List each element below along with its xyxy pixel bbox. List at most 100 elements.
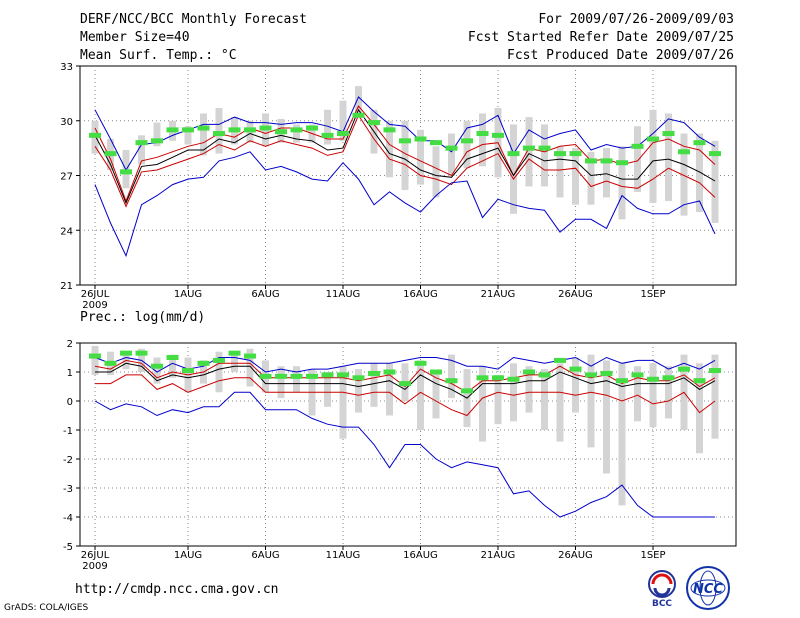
prec-spread-bar xyxy=(525,366,533,413)
prec-spread-bar xyxy=(649,363,657,428)
temp-ensemble-marker xyxy=(197,125,210,131)
prec-spread-bar xyxy=(417,360,424,430)
temp-ensemble-marker xyxy=(120,169,132,175)
prec-spread-bar xyxy=(603,360,610,474)
temp-spread-bar xyxy=(525,117,533,187)
temp-series-min xyxy=(94,151,716,258)
prec-x-tick-label: 6AUG xyxy=(251,550,279,561)
prec-ensemble-marker xyxy=(585,372,597,378)
prec-series-lower xyxy=(95,374,716,417)
temp-ensemble-marker xyxy=(616,160,628,166)
temp-ensemble-marker xyxy=(383,127,396,133)
temp-spread-bar xyxy=(401,120,409,191)
prec-ensemble-marker xyxy=(321,372,334,378)
prec-ensemble-marker xyxy=(399,381,411,387)
prec-spread-bar xyxy=(494,374,502,425)
prec-ensemble-marker xyxy=(709,368,721,374)
temp-spread-bar xyxy=(324,109,331,145)
temp-x-tick-label: 16AUG xyxy=(403,289,438,300)
temp-ensemble-marker xyxy=(461,138,473,144)
prec-spread-bar xyxy=(634,366,641,422)
prec-ensemble-marker xyxy=(476,375,489,381)
prec-spread-bar xyxy=(618,363,626,506)
prec-y-tick-label: -3 xyxy=(63,484,73,495)
forecast-period: For 2009/07/26-2009/09/03 xyxy=(538,12,734,27)
prec-spread-bar xyxy=(370,363,378,407)
temp-ensemble-marker xyxy=(554,151,566,157)
prec-spread-bar xyxy=(448,354,455,399)
temp-ensemble-marker xyxy=(259,125,272,131)
prec-spread-bar xyxy=(556,363,564,442)
temp-spread-bar xyxy=(680,133,688,216)
temp-spread-bar xyxy=(665,113,672,202)
temp-ensemble-marker xyxy=(89,132,101,138)
temp-spread-bar xyxy=(153,122,161,147)
temp-ensemble-marker xyxy=(290,127,303,133)
prec-spread-bar xyxy=(293,366,300,393)
footer-url[interactable]: http://cmdp.ncc.cma.gov.cn xyxy=(75,582,279,597)
prec-spread-bar xyxy=(246,348,254,387)
temp-ensemble-marker xyxy=(275,129,287,135)
temp-spread-bar xyxy=(510,124,517,214)
prec-series-upper xyxy=(94,359,716,393)
prec-ensemble-marker xyxy=(383,369,396,375)
temp-spread-bar xyxy=(696,133,703,212)
temp-spread-bar xyxy=(386,120,393,178)
temp-ensemble-marker xyxy=(445,145,458,151)
prec-ensemble-marker xyxy=(368,370,380,376)
prec-spread-bar xyxy=(386,363,393,416)
temp-ensemble-marker xyxy=(631,143,644,149)
temp-spread-bar xyxy=(339,100,347,141)
prec-ensemble-marker xyxy=(492,375,504,381)
temp-x-tick-label: 21AUG xyxy=(481,289,516,300)
temp-spread-bar xyxy=(432,146,440,198)
prec-spread-bar xyxy=(665,366,672,419)
prec-y-tick-label: 1 xyxy=(67,368,73,379)
temp-spread-bar xyxy=(463,120,471,169)
temp-ensemble-marker xyxy=(104,151,117,157)
temp-ensemble-marker xyxy=(244,127,256,133)
temp-spread-bar xyxy=(556,146,564,198)
temp-ensemble-marker xyxy=(647,136,659,142)
temp-y-tick-label: 27 xyxy=(60,172,73,183)
prec-ensemble-marker xyxy=(352,375,365,381)
temp-ensemble-marker xyxy=(492,132,504,138)
prec-x-tick-label: 16AUG xyxy=(403,550,438,561)
chart-title: DERF/NCC/BCC Monthly Forecast xyxy=(80,12,307,27)
prec-ensemble-marker xyxy=(306,373,318,379)
prec-spread-bar xyxy=(231,351,238,372)
prec-ensemble-marker xyxy=(213,357,225,363)
temp-series-lower xyxy=(94,114,716,208)
temp-ensemble-marker xyxy=(693,140,706,146)
prec-ensemble-marker xyxy=(631,372,644,378)
temp-spread-bar xyxy=(649,109,657,203)
prec-spread-bar xyxy=(91,345,99,375)
temp-x-tick-label: 26AUG xyxy=(558,289,593,300)
grads-credit: GrADS: COLA/IGES xyxy=(4,603,89,613)
prec-ensemble-marker xyxy=(662,375,675,381)
temp-spread-bar xyxy=(448,133,455,176)
prec-series-mean xyxy=(95,362,716,399)
prec-spread-bar xyxy=(432,372,440,419)
bcc-logo-text: BCC xyxy=(652,599,672,608)
temp-spread-bar xyxy=(618,146,626,220)
prec-y-tick-label: -4 xyxy=(63,513,73,524)
temp-ensemble-marker xyxy=(166,127,179,133)
prec-spread-bar xyxy=(696,363,703,454)
prec-x-tick-label: 26AUG xyxy=(558,550,593,561)
prec-ensemble-marker xyxy=(616,378,628,384)
prec-spread-bar xyxy=(510,363,517,422)
prec-y-tick-label: -2 xyxy=(63,455,73,466)
prec-spread-bar xyxy=(277,366,285,399)
prec-ensemble-marker xyxy=(151,363,163,369)
prec-x-tick-label: 11AUG xyxy=(326,550,361,561)
prec-ensemble-marker xyxy=(538,372,551,378)
prec-ensemble-marker xyxy=(166,355,179,360)
refer-date: Fcst Started Refer Date 2009/07/25 xyxy=(467,30,734,45)
temp-ensemble-marker xyxy=(678,149,690,155)
produced-date: Fcst Produced Date 2009/07/26 xyxy=(507,48,734,63)
prec-ensemble-marker xyxy=(275,373,287,379)
temp-ensemble-marker xyxy=(352,112,365,118)
temp-ensemble-marker xyxy=(182,127,194,133)
temp-ensemble-marker xyxy=(151,138,163,144)
